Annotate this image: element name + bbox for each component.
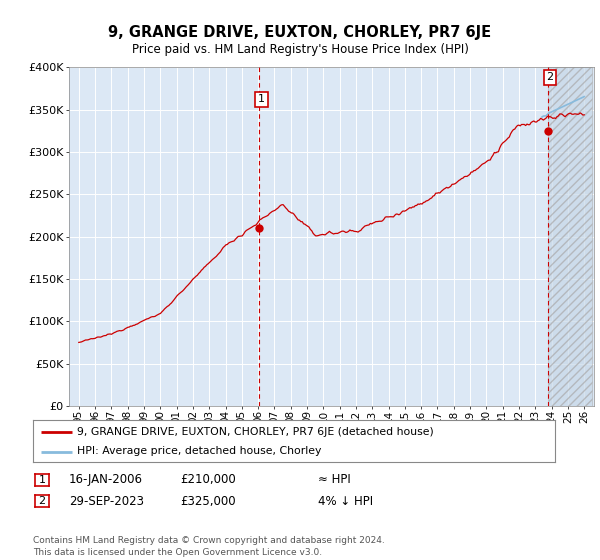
Text: 1: 1 <box>38 475 46 485</box>
Text: 9, GRANGE DRIVE, EUXTON, CHORLEY, PR7 6JE: 9, GRANGE DRIVE, EUXTON, CHORLEY, PR7 6J… <box>109 25 491 40</box>
Text: £325,000: £325,000 <box>180 494 236 508</box>
Text: £210,000: £210,000 <box>180 473 236 487</box>
Text: 4% ↓ HPI: 4% ↓ HPI <box>318 494 373 508</box>
Text: Contains HM Land Registry data © Crown copyright and database right 2024.
This d: Contains HM Land Registry data © Crown c… <box>33 536 385 557</box>
Text: 2: 2 <box>547 72 554 82</box>
Text: ≈ HPI: ≈ HPI <box>318 473 351 487</box>
Text: 1: 1 <box>258 95 265 104</box>
Text: 29-SEP-2023: 29-SEP-2023 <box>69 494 144 508</box>
Text: Price paid vs. HM Land Registry's House Price Index (HPI): Price paid vs. HM Land Registry's House … <box>131 43 469 55</box>
Text: HPI: Average price, detached house, Chorley: HPI: Average price, detached house, Chor… <box>77 446 322 456</box>
Text: 9, GRANGE DRIVE, EUXTON, CHORLEY, PR7 6JE (detached house): 9, GRANGE DRIVE, EUXTON, CHORLEY, PR7 6J… <box>77 427 434 437</box>
Text: 16-JAN-2006: 16-JAN-2006 <box>69 473 143 487</box>
Text: 2: 2 <box>38 496 46 506</box>
